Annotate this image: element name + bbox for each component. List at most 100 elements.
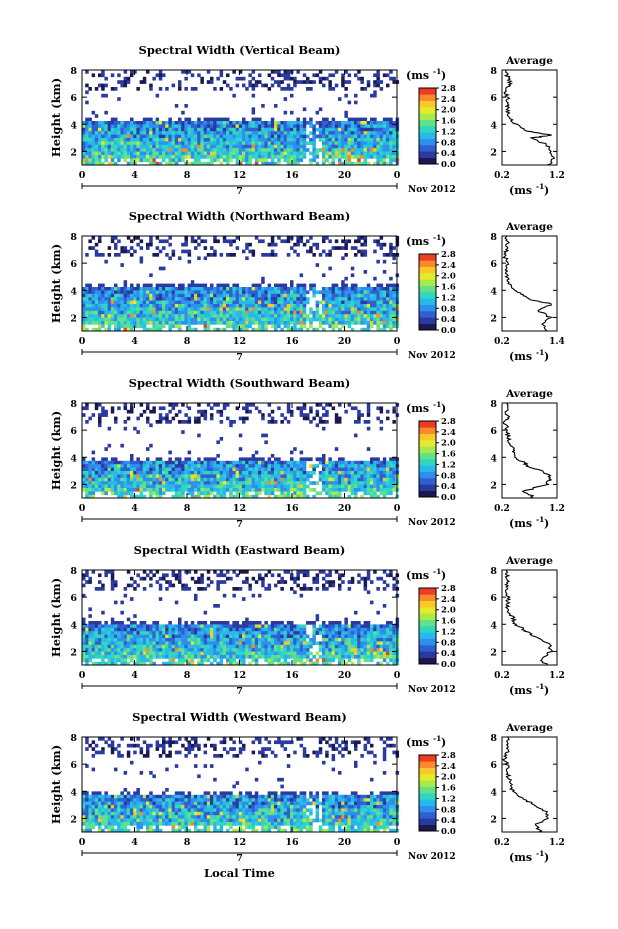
heatmap-cell [242,321,246,325]
profile-y-tick-label: 2 [490,480,497,491]
heatmap-cell [366,307,371,312]
heatmap-cell [219,304,224,308]
heatmap-cell [155,471,160,475]
heatmap-cell [267,283,272,288]
heatmap-cell [226,474,230,479]
heatmap-cell [280,283,284,288]
heatmap-cell [293,464,297,468]
heatmap-cell [123,406,128,411]
heatmap-cell [184,420,188,424]
heatmap-cell [264,464,268,468]
heatmap-cell [302,124,307,129]
heatmap-cell [389,124,393,129]
heatmap-cell [306,290,310,295]
heatmap-cell [293,155,297,159]
heatmap-cell [242,624,246,629]
heatmap-cell [338,307,342,312]
heatmap-cell [357,310,361,315]
heatmap-cell [174,121,179,125]
profile-frame [501,235,558,332]
heatmap-cell [382,457,387,462]
heatmap-cell [168,158,172,163]
heatmap-cell [344,484,348,489]
heatmap-cell [341,283,345,288]
heatmap-cell [146,70,150,74]
heatmap-cell [235,471,240,475]
heatmap-cell [290,413,294,417]
heatmap-cell [162,73,166,78]
heatmap-cell [245,324,249,329]
heatmap-cell [290,138,294,142]
colorbar-segment [419,88,436,95]
heatmap-cell [194,471,198,475]
heatmap-cell [168,124,172,129]
heatmap-cell [296,158,300,163]
heatmap-cell [104,474,108,479]
heatmap-cell [226,287,230,291]
heatmap-cell [318,460,323,465]
heatmap-cell [248,460,252,465]
heatmap-cell [222,307,227,312]
heatmap-cell [350,464,355,468]
heatmap-cell [254,80,259,84]
heatmap-cell [347,100,352,105]
heatmap-cell [280,464,284,468]
heatmap-cell [229,314,233,318]
heatmap-cell [104,151,108,156]
heatmap-cell [226,83,230,88]
heatmap-cell [98,127,102,132]
profile-line [502,402,553,499]
heatmap-cell [91,471,96,475]
heatmap-cell [267,464,272,468]
heatmap-cell [149,141,153,146]
heatmap-cell [197,148,201,152]
heatmap-cell [386,624,390,629]
heatmap-cell [126,464,131,468]
heatmap-cell [222,290,227,295]
heatmap-cell [219,290,224,295]
heatmap-cell [88,484,92,489]
heatmap-cell [389,151,393,156]
heatmap-cell [312,127,316,132]
heatmap-cell [178,627,182,632]
heatmap-cell [322,587,326,591]
heatmap-cell [181,151,185,156]
heatmap-cell [210,627,214,632]
heatmap-cell [187,293,192,298]
heatmap-cell [98,151,102,156]
heatmap-cell [184,321,188,325]
heatmap-cell [274,484,278,489]
heatmap-cell [392,467,396,472]
heatmap-cell [238,290,243,295]
heatmap-cell [360,124,364,129]
heatmap-cell [181,583,185,588]
heatmap-cell [248,83,252,88]
heatmap-cell [261,155,265,159]
x-tick-label: 16 [285,336,299,347]
heatmap-cell [98,317,102,322]
heatmap-cell [146,158,150,163]
heatmap-cell [331,300,336,305]
heatmap-cell [133,131,137,135]
heatmap-cell [235,141,240,146]
heatmap-cell [293,481,297,485]
heatmap-cell [350,467,355,472]
heatmap-cell [229,242,233,247]
heatmap-cell [194,138,198,142]
heatmap-cell [245,416,249,421]
heatmap-cell [194,580,198,584]
heatmap-cell [226,467,230,472]
heatmap-cell [162,317,166,322]
heatmap-cell [107,148,112,152]
heatmap-cell [216,141,220,146]
heatmap-cell [216,471,220,475]
heatmap-cell [133,127,137,132]
heatmap-cell [94,304,99,308]
heatmap-cell [363,327,368,332]
heatmap-cell [264,491,268,496]
heatmap-cell [174,158,179,163]
heatmap-cell [216,310,220,315]
heatmap-cell [152,481,156,485]
heatmap-cell [219,287,224,291]
heatmap-cell [350,406,355,411]
